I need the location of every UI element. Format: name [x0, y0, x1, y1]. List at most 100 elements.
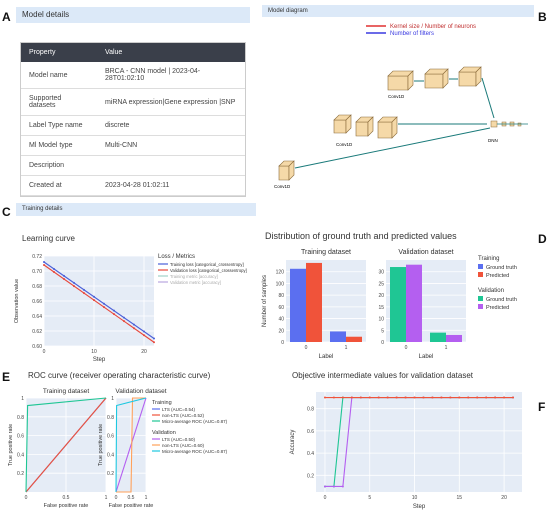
series-line — [43, 261, 155, 339]
conv-label-middle: Conv1D — [336, 142, 353, 147]
data-point — [485, 396, 488, 399]
x-tick-label: 1 — [105, 495, 108, 501]
x-tick-label: 10 — [91, 349, 97, 355]
y-tick-label: 1 — [21, 396, 24, 402]
data-point — [83, 288, 85, 291]
y-tick-label: 0.64 — [32, 314, 42, 320]
roc-title: ROC curve (receiver operating characteri… — [28, 371, 211, 380]
y-axis-label: True positive rate — [98, 424, 104, 466]
bar — [430, 332, 446, 342]
data-point — [413, 396, 416, 399]
data-point — [143, 334, 145, 337]
model-details-table: Property Value Model name BRCA - CNN mode… — [20, 42, 246, 197]
objective-title: Objective intermediate values for valida… — [292, 371, 473, 380]
data-point — [467, 396, 470, 399]
legend-swatch — [478, 296, 483, 301]
x-axis-label: Label — [319, 354, 334, 360]
roc-line — [115, 397, 147, 493]
data-point — [359, 396, 362, 399]
y-tick-label: 0.4 — [307, 451, 314, 457]
y-tick-label: 30 — [378, 270, 384, 276]
y-tick-label: 5 — [381, 328, 384, 334]
y-tick-label: 60 — [278, 305, 284, 311]
data-point — [103, 302, 105, 305]
training-details-header: Training details — [16, 203, 256, 216]
y-axis-label: Observation value — [14, 279, 20, 323]
data-point — [458, 396, 461, 399]
data-point — [133, 327, 135, 330]
x-tick-label: 5 — [368, 495, 371, 501]
x-axis-label: Label — [419, 354, 434, 360]
data-point — [341, 485, 344, 488]
legend-kernel-text: Kernel size / Number of neurons — [390, 24, 476, 30]
data-point — [395, 396, 398, 399]
table-row: Created at 2023-04-28 01:02:11 — [21, 175, 245, 196]
bar — [306, 262, 322, 342]
x-axis-label: Step — [93, 357, 106, 363]
legend-item: Micro-average ROC (AUC=0.87) — [162, 449, 228, 454]
legend-group-title: Training — [152, 400, 172, 406]
data-point — [494, 396, 497, 399]
table-row: Model name BRCA - CNN model | 2023-04-28T… — [21, 62, 245, 89]
y-tick-label: 0.4 — [107, 452, 114, 458]
y-tick-label: 120 — [276, 270, 285, 276]
data-point — [123, 320, 125, 323]
legend-group-title: Training — [478, 256, 499, 262]
data-point — [422, 396, 425, 399]
data-point — [341, 396, 344, 399]
table-row: Supported datasets miRNA expression|Gene … — [21, 88, 245, 116]
x-tick-label: 0 — [25, 495, 28, 501]
bar — [346, 336, 362, 342]
data-point — [323, 485, 326, 488]
y-axis-label: Accuracy — [290, 430, 296, 455]
roc-line — [115, 397, 147, 493]
y-tick-label: 0 — [281, 340, 284, 346]
data-point — [386, 396, 389, 399]
y-tick-label: 15 — [378, 305, 384, 311]
data-point — [53, 267, 55, 270]
bar — [330, 331, 346, 342]
subplot-title: Training dataset — [43, 388, 90, 395]
y-axis-label: True positive rate — [8, 424, 14, 466]
y-tick-label: 80 — [278, 293, 284, 299]
data-point — [476, 396, 479, 399]
subplot-title: Validation dataset — [115, 388, 166, 395]
legend-item: Micro-average ROC (AUC=0.87) — [162, 419, 228, 424]
legend-item: Validation metric [accuracy] — [170, 280, 221, 285]
legend-item: Predicted — [486, 305, 509, 311]
data-point — [431, 396, 434, 399]
model-details-header: Model details — [16, 7, 250, 23]
y-tick-label: 25 — [378, 281, 384, 287]
data-point — [323, 396, 326, 399]
roc-line — [25, 397, 107, 493]
data-point — [73, 281, 75, 284]
y-tick-label: 0.6 — [17, 434, 24, 440]
legend-item: Training metric [accuracy] — [170, 274, 218, 279]
data-point — [350, 396, 353, 399]
bar — [446, 334, 462, 342]
x-tick-label: 0 — [305, 345, 308, 351]
learning-curve-chart: 0.60 0.62 0.64 0.66 0.68 0.70 0.72 0 10 20 Step Obs… — [14, 254, 247, 363]
y-tick-label: 20 — [278, 328, 284, 334]
x-tick-label: 10 — [412, 495, 418, 501]
model-diagram: Kernel size / Number of neurons Number o… — [274, 24, 528, 189]
data-point — [83, 292, 85, 295]
data-point — [73, 285, 75, 288]
data-point — [93, 299, 95, 302]
bar — [390, 267, 406, 342]
data-point — [143, 330, 145, 333]
subplot-title: Validation dataset — [398, 249, 453, 256]
data-point — [63, 278, 65, 281]
data-point — [440, 396, 443, 399]
legend-item: Validation loss [categorical_crossentrop… — [170, 268, 247, 273]
data-point — [404, 396, 407, 399]
dnn-label: DNN — [488, 138, 498, 143]
y-tick-label: 0.8 — [107, 415, 114, 421]
x-tick-label: 0.5 — [63, 495, 70, 501]
y-tick-label: 0.70 — [32, 269, 42, 275]
y-tick-label: 0.8 — [307, 407, 314, 413]
x-tick-label: 20 — [141, 349, 147, 355]
data-point — [377, 396, 380, 399]
